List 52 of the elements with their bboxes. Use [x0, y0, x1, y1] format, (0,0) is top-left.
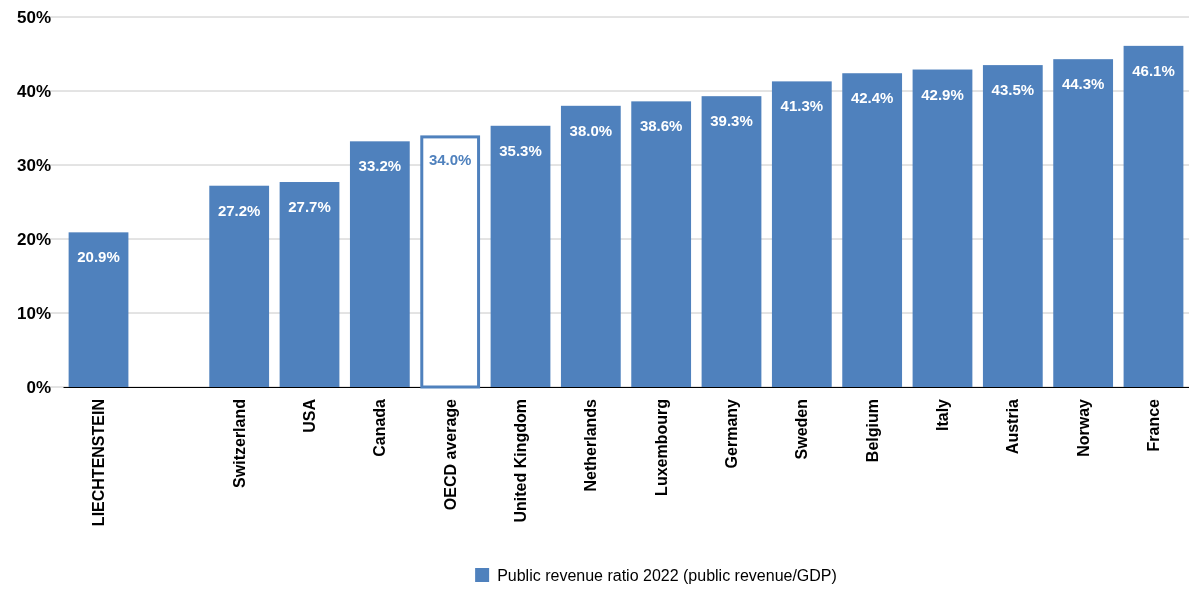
data-label: 20.9% — [77, 248, 120, 266]
x-tick-label: Canada — [371, 398, 389, 457]
bar — [1123, 45, 1184, 387]
data-label: 35.3% — [499, 141, 542, 159]
bar — [560, 105, 621, 387]
bar — [349, 141, 410, 387]
x-tick-label: Germany — [723, 398, 741, 469]
bar — [982, 65, 1043, 387]
x-tick-label: Austria — [1004, 398, 1022, 455]
x-tick-label: OECD average — [441, 398, 459, 511]
data-label: 42.9% — [921, 85, 964, 103]
data-label: 34.0% — [428, 151, 472, 169]
data-label: 27.2% — [217, 201, 261, 219]
x-tick-label: France — [1145, 398, 1163, 452]
y-tick-label: 40% — [16, 81, 51, 101]
bar — [842, 73, 903, 387]
y-tick-label: 10% — [16, 303, 51, 323]
data-label: 42.4% — [850, 89, 894, 107]
x-tick-label: Norway — [1074, 398, 1092, 457]
data-label: 43.5% — [991, 81, 1035, 99]
x-tick-label: Italy — [934, 398, 952, 432]
data-label: 39.3% — [710, 112, 753, 130]
bar — [1053, 59, 1114, 387]
y-tick-label: 30% — [16, 155, 51, 175]
data-label: 38.6% — [639, 117, 683, 135]
data-label: 33.2% — [358, 157, 402, 175]
x-tick-label: Luxembourg — [652, 399, 670, 496]
x-tick-label: Sweden — [793, 399, 811, 460]
x-tick-label: USA — [301, 398, 319, 433]
bar — [68, 232, 129, 387]
bar — [701, 96, 762, 387]
data-label: 27.7% — [288, 198, 331, 216]
x-tick-label: LIECHTENSTEIN — [90, 399, 108, 527]
x-tick-label: Belgium — [863, 399, 881, 463]
data-label: 44.3% — [1061, 75, 1105, 93]
y-tick-label: 20% — [16, 229, 51, 249]
x-tick-label: United Kingdom — [512, 399, 530, 523]
bar — [912, 69, 973, 387]
bar — [631, 101, 692, 387]
bar — [490, 125, 551, 387]
x-tick-label: Netherlands — [582, 398, 600, 492]
bar — [209, 185, 270, 387]
y-tick-label: 0% — [26, 377, 51, 397]
data-label: 38.0% — [569, 121, 613, 139]
bar — [420, 135, 481, 389]
bar — [279, 182, 340, 387]
x-tick-label: Switzerland — [230, 399, 248, 488]
bar — [771, 81, 832, 387]
data-label: 46.1% — [1132, 61, 1175, 79]
legend-label: Public revenue ratio 2022 (public revenue/GDP) — [497, 567, 837, 584]
y-tick-label: 50% — [16, 7, 51, 27]
data-label: 41.3% — [780, 97, 824, 115]
